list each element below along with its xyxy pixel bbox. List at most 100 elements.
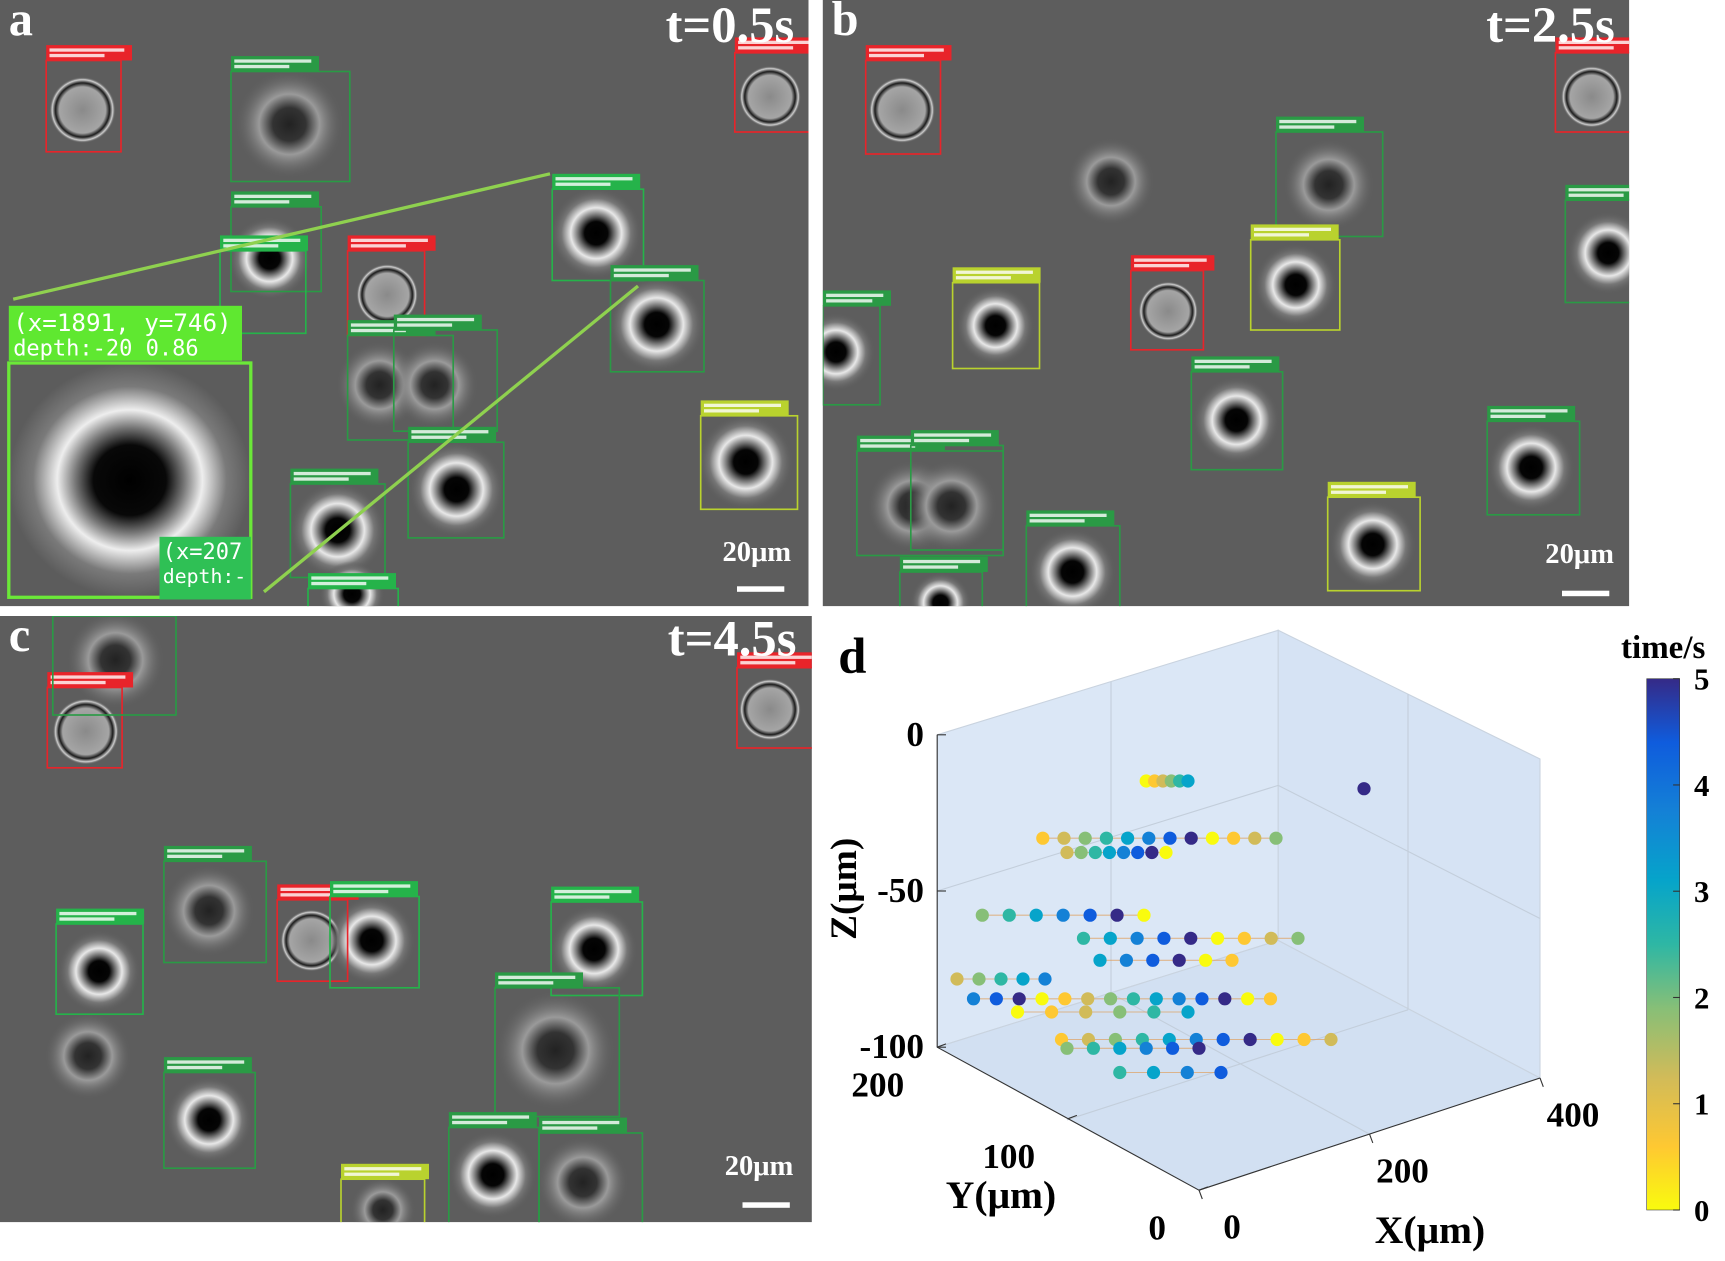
box-tag	[899, 556, 988, 572]
box-tag	[448, 1112, 537, 1128]
box-tag-text	[411, 430, 489, 434]
box-tag-text	[59, 917, 115, 921]
box-tag	[495, 972, 583, 988]
box-tag	[1130, 255, 1215, 271]
track-point	[1159, 845, 1173, 860]
box-tag-text	[903, 559, 981, 564]
track-point	[1126, 992, 1141, 1006]
track-point	[1086, 1041, 1100, 1055]
box-tag-text	[311, 576, 389, 580]
track-point	[1172, 992, 1186, 1006]
track-point	[1113, 1041, 1127, 1055]
track-point	[1184, 931, 1198, 945]
track-point	[1139, 1041, 1153, 1055]
box-tag-text	[1029, 513, 1107, 517]
box-tag-text	[280, 887, 351, 891]
particle	[1282, 138, 1375, 231]
x-tick-label: 200	[1376, 1152, 1429, 1191]
track-point	[1103, 931, 1117, 945]
colorbar-tick-label: 2	[1694, 981, 1709, 1015]
box-tag	[1565, 184, 1630, 201]
box-tag-text	[740, 655, 812, 659]
panel-a	[7, 37, 809, 607]
box-tag	[290, 468, 379, 484]
box-tag-text	[542, 1126, 598, 1130]
box-tag-text	[498, 975, 576, 979]
track-point	[1056, 908, 1070, 922]
track-point	[1113, 1005, 1127, 1019]
particle	[955, 286, 1036, 366]
track-point	[1216, 1032, 1230, 1047]
box-tag	[231, 56, 319, 72]
track-point	[1214, 1065, 1228, 1080]
track-point	[1036, 831, 1050, 845]
box-tag-text	[1279, 125, 1335, 129]
y-axis	[936, 1046, 1200, 1191]
track-point	[1146, 953, 1160, 967]
y-tick	[1198, 1186, 1208, 1191]
particle	[1028, 528, 1117, 607]
track-point	[950, 972, 964, 986]
time-label: t=2.5s	[1486, 0, 1615, 53]
track-point	[1146, 1065, 1161, 1080]
box-tag	[610, 265, 699, 281]
box-tag-text	[1490, 414, 1546, 418]
track-point	[1130, 931, 1144, 945]
particle	[1067, 137, 1155, 226]
track-point	[1102, 845, 1117, 860]
box-tag-text	[333, 889, 389, 894]
grid-line	[1277, 784, 1541, 919]
z-tick-label: -50	[877, 871, 924, 910]
scale-bar	[1562, 590, 1610, 597]
box-tag-text	[498, 981, 554, 985]
red-blood-cell	[280, 909, 343, 972]
track-point	[1058, 992, 1072, 1006]
track-point	[1166, 1041, 1180, 1055]
y-tick	[937, 1043, 947, 1048]
x-axis-label: X(μm)	[1375, 1208, 1485, 1252]
track-point	[975, 908, 989, 922]
particle	[1328, 500, 1417, 589]
box-tag-text	[452, 1120, 508, 1125]
track-point	[1083, 908, 1097, 922]
particle	[390, 341, 479, 429]
box-tag-text	[293, 477, 349, 481]
track-point	[1131, 845, 1145, 860]
red-blood-cell	[1560, 66, 1623, 128]
box-tag-text	[542, 1120, 620, 1125]
box-tag-text	[452, 1115, 530, 1119]
box-tag-text	[350, 328, 406, 333]
red-blood-cell	[1138, 281, 1198, 341]
particle	[234, 69, 345, 180]
box-tag-text	[350, 244, 406, 248]
box-tag-text	[826, 293, 884, 297]
box-tag-text	[411, 435, 467, 439]
track-point	[1181, 774, 1195, 788]
box-tag-text	[167, 1060, 245, 1064]
particle	[408, 441, 505, 538]
box-tag-text	[955, 270, 1033, 274]
arrow	[262, 284, 640, 594]
partial-depth: depth:-	[163, 565, 246, 588]
panel-label: a	[9, 0, 33, 46]
track-point	[1263, 992, 1278, 1006]
track-point	[1099, 831, 1113, 845]
red-blood-cell	[49, 77, 116, 143]
track-point	[972, 972, 986, 986]
particle	[448, 1130, 537, 1219]
track-point	[1142, 831, 1156, 845]
box-tag-text	[1254, 227, 1331, 231]
particle	[66, 616, 165, 710]
box-tag	[1276, 116, 1364, 132]
box-tag-text	[704, 409, 759, 413]
box-tag-text	[1134, 258, 1207, 262]
particle	[550, 905, 638, 994]
box-tag	[910, 430, 999, 446]
track-point	[989, 992, 1003, 1006]
box-tag-text	[293, 471, 371, 476]
time-label: t=0.5s	[666, 0, 795, 53]
track-point	[1035, 992, 1049, 1006]
track-point	[1145, 845, 1159, 860]
box-tag-text	[49, 53, 105, 58]
box-tag-text	[1279, 119, 1357, 124]
